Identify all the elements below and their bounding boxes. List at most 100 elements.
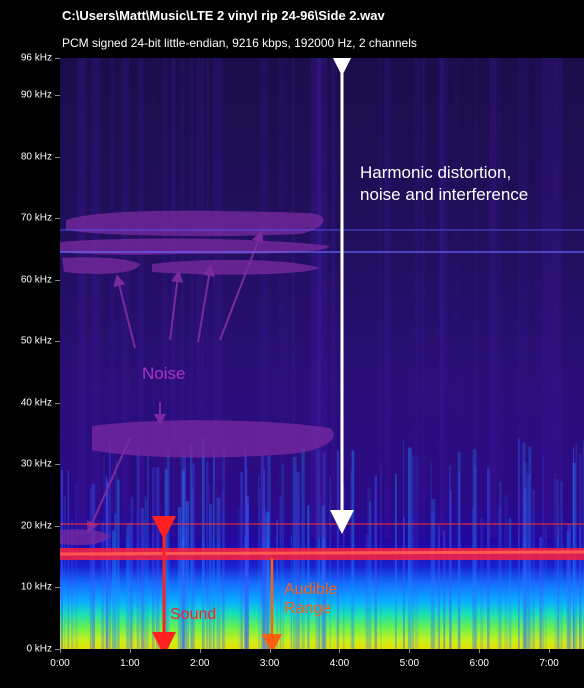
file-info: PCM signed 24-bit little-endian, 9216 kb… xyxy=(62,36,417,50)
spectral-streak xyxy=(180,58,185,538)
spectral-streak xyxy=(528,446,532,649)
spectral-streak xyxy=(146,500,148,649)
spectral-streak xyxy=(296,471,300,649)
spectral-streak xyxy=(244,535,247,649)
spectral-streak xyxy=(421,58,425,538)
spectral-streak xyxy=(369,501,372,649)
spectral-streak xyxy=(316,58,322,538)
spectral-streak xyxy=(185,501,189,649)
y-tick xyxy=(55,279,60,281)
spectral-streak xyxy=(209,503,213,649)
spectral-streak xyxy=(474,58,478,538)
spectral-streak xyxy=(554,473,556,649)
spectral-streak xyxy=(290,535,292,649)
spectral-streak xyxy=(265,516,269,649)
y-tick-label: 60 kHz xyxy=(20,274,52,286)
x-tick xyxy=(269,649,271,653)
spectral-streak xyxy=(518,438,520,649)
y-tick-label: 96 kHz xyxy=(20,52,52,64)
spectral-streak xyxy=(534,58,544,538)
y-tick-label: 70 kHz xyxy=(20,212,52,224)
spectral-streak xyxy=(136,446,141,649)
spectral-streak xyxy=(208,483,210,649)
spectral-streak xyxy=(307,505,310,649)
audible-label: Audible Range xyxy=(284,580,337,618)
spectral-streak xyxy=(238,506,240,649)
spectral-streak xyxy=(140,507,145,649)
spectral-streak xyxy=(317,58,328,538)
spectral-streak xyxy=(180,526,184,649)
x-tick-label: 3:00 xyxy=(259,658,280,669)
spectral-streak xyxy=(321,505,326,649)
x-tick xyxy=(129,649,131,653)
spectral-streak xyxy=(480,517,484,649)
spectral-streak xyxy=(504,495,508,649)
spectral-streak xyxy=(126,523,130,649)
spectral-streak xyxy=(105,475,108,649)
y-tick-label: 30 kHz xyxy=(20,458,52,470)
noise-arrows xyxy=(86,230,264,534)
spectral-streak xyxy=(499,481,502,649)
y-tick xyxy=(55,156,60,158)
spectral-streak xyxy=(394,473,397,649)
spectral-streak xyxy=(331,58,335,538)
spectral-streak xyxy=(517,58,522,538)
spectral-streak xyxy=(575,443,578,649)
x-tick xyxy=(339,649,341,653)
x-tick xyxy=(199,649,201,653)
spectral-streak xyxy=(240,472,244,649)
y-tick-label: 90 kHz xyxy=(20,89,52,101)
spectral-streak xyxy=(162,58,168,538)
x-tick-label: 1:00 xyxy=(120,658,140,669)
spectral-streak xyxy=(552,58,555,538)
spectral-streak xyxy=(554,58,562,538)
spectral-streak xyxy=(384,58,391,538)
spectral-streak xyxy=(189,58,195,538)
y-tick-label: 20 kHz xyxy=(20,520,52,532)
noise-blobs xyxy=(60,210,334,546)
spectral-streak xyxy=(544,524,547,649)
spectral-streak xyxy=(77,58,87,538)
x-tick-label: 7:00 xyxy=(539,658,559,669)
x-tick xyxy=(549,649,551,653)
spectral-streak xyxy=(318,58,323,538)
spectral-streak xyxy=(566,531,570,649)
spectral-streak xyxy=(315,438,318,649)
spectral-streak xyxy=(438,58,448,538)
audible-label-line2: Range xyxy=(284,600,332,617)
spectral-streak xyxy=(130,522,132,649)
x-tick xyxy=(409,649,411,653)
spectral-streak xyxy=(130,496,134,649)
spectral-streak xyxy=(532,489,535,649)
audible-label-line1: Audible xyxy=(284,581,338,598)
spectral-streak xyxy=(402,439,404,649)
spectral-streak xyxy=(524,487,527,649)
noise-label: Noise xyxy=(142,364,186,383)
spectral-streak xyxy=(111,530,116,649)
spectral-streak xyxy=(555,479,560,649)
spectral-streak xyxy=(539,536,542,649)
spectral-streak xyxy=(195,58,205,538)
spectral-streak xyxy=(71,521,74,649)
spectral-streaks xyxy=(60,58,584,649)
x-tick-label: 4:00 xyxy=(329,658,350,669)
spectral-streak xyxy=(526,473,530,649)
spectral-streak xyxy=(319,494,321,649)
spectral-streak xyxy=(221,490,224,649)
spectral-streak xyxy=(522,443,526,649)
spectral-streak xyxy=(437,525,441,649)
spectral-streak xyxy=(521,58,529,538)
spectral-streak xyxy=(110,58,115,538)
spectral-streak xyxy=(431,498,436,649)
spectral-streak xyxy=(114,513,117,649)
y-tick-label: 80 kHz xyxy=(20,151,52,162)
y-tick-label: 40 kHz xyxy=(20,397,52,409)
spectral-streak xyxy=(201,438,205,649)
spectral-streak xyxy=(177,507,182,649)
y-tick xyxy=(55,464,60,466)
spectral-streak xyxy=(106,481,109,649)
x-tick-label: 5:00 xyxy=(399,658,420,669)
spectral-streak xyxy=(245,495,249,649)
spectral-streak xyxy=(109,439,111,649)
spectral-streak xyxy=(259,489,261,649)
